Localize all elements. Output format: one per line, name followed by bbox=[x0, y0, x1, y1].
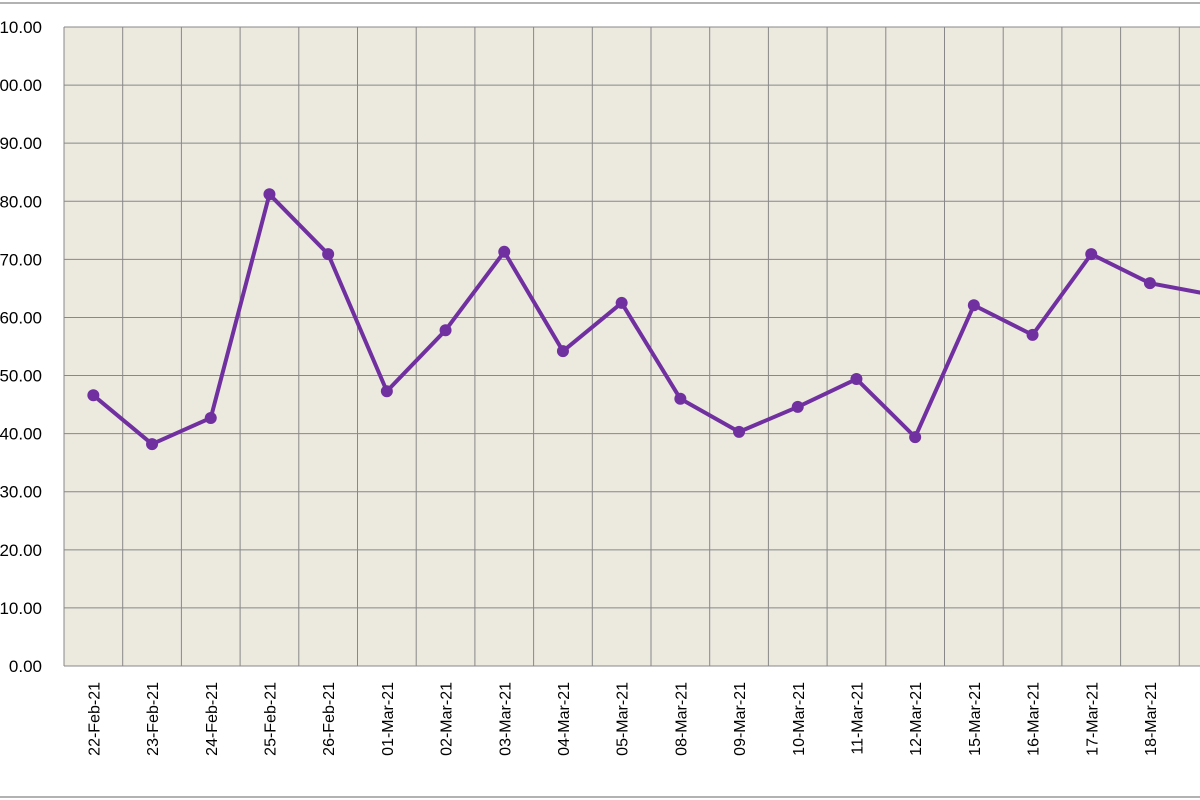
x-tick-label: 10-Mar-21 bbox=[791, 682, 808, 756]
x-tick-label: 25-Feb-21 bbox=[262, 682, 279, 756]
data-point bbox=[322, 248, 335, 261]
y-tick-label: 100.00 bbox=[0, 76, 42, 95]
x-tick-label: 12-Mar-21 bbox=[908, 682, 925, 756]
x-tick-label: 23-Feb-21 bbox=[145, 682, 162, 756]
y-tick-label: 110.00 bbox=[0, 18, 42, 37]
data-point bbox=[498, 245, 511, 258]
x-tick-label: 24-Feb-21 bbox=[204, 682, 221, 756]
data-point bbox=[204, 411, 217, 424]
y-tick-label: 40.00 bbox=[0, 425, 42, 444]
data-point bbox=[791, 400, 804, 413]
y-tick-label: 60.00 bbox=[0, 308, 42, 327]
data-point bbox=[967, 299, 980, 312]
data-point bbox=[615, 296, 628, 309]
data-point bbox=[439, 324, 452, 337]
data-point bbox=[674, 392, 687, 405]
y-tick-label: 80.00 bbox=[0, 192, 42, 211]
x-tick-label: 01-Mar-21 bbox=[380, 682, 397, 756]
data-point bbox=[1026, 328, 1039, 341]
x-tick-label: 05-Mar-21 bbox=[615, 682, 632, 756]
y-tick-label: 90.00 bbox=[0, 134, 42, 153]
x-tick-label: 04-Mar-21 bbox=[556, 682, 573, 756]
data-point bbox=[1085, 248, 1098, 261]
plot-area bbox=[64, 27, 1200, 666]
data-point bbox=[146, 438, 159, 451]
y-tick-label: 0.00 bbox=[9, 657, 42, 676]
y-tick-label: 20.00 bbox=[0, 541, 42, 560]
data-point bbox=[380, 385, 393, 398]
x-tick-label: 18-Mar-21 bbox=[1143, 682, 1160, 756]
y-tick-label: 70.00 bbox=[0, 250, 42, 269]
y-tick-label: 10.00 bbox=[0, 599, 42, 618]
x-tick-label: 03-Mar-21 bbox=[497, 682, 514, 756]
data-point bbox=[1143, 277, 1156, 290]
x-tick-label: 17-Mar-21 bbox=[1084, 682, 1101, 756]
x-tick-label: 08-Mar-21 bbox=[673, 682, 690, 756]
data-point bbox=[556, 345, 569, 358]
y-tick-label: 50.00 bbox=[0, 367, 42, 386]
x-tick-label: 15-Mar-21 bbox=[967, 682, 984, 756]
data-point bbox=[87, 389, 100, 402]
x-tick-label: 02-Mar-21 bbox=[439, 682, 456, 756]
data-point bbox=[733, 425, 746, 438]
x-tick-label: 26-Feb-21 bbox=[321, 682, 338, 756]
data-line bbox=[92, 192, 1200, 447]
x-tick-label: 09-Mar-21 bbox=[732, 682, 749, 756]
x-tick-label: 22-Feb-21 bbox=[86, 682, 103, 756]
data-point bbox=[850, 373, 863, 386]
x-tick-label: 16-Mar-21 bbox=[1026, 682, 1043, 756]
data-point bbox=[909, 431, 922, 444]
x-tick-label: 11-Mar-21 bbox=[849, 682, 866, 755]
y-tick-label: 30.00 bbox=[0, 483, 42, 502]
data-point bbox=[263, 188, 276, 201]
